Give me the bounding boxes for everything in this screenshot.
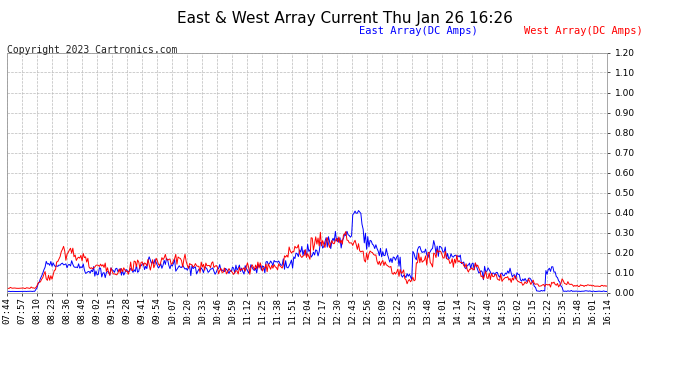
Text: East Array(DC Amps): East Array(DC Amps) (359, 26, 477, 36)
Text: West Array(DC Amps): West Array(DC Amps) (524, 26, 643, 36)
Text: East & West Array Current Thu Jan 26 16:26: East & West Array Current Thu Jan 26 16:… (177, 11, 513, 26)
Text: Copyright 2023 Cartronics.com: Copyright 2023 Cartronics.com (7, 45, 177, 55)
